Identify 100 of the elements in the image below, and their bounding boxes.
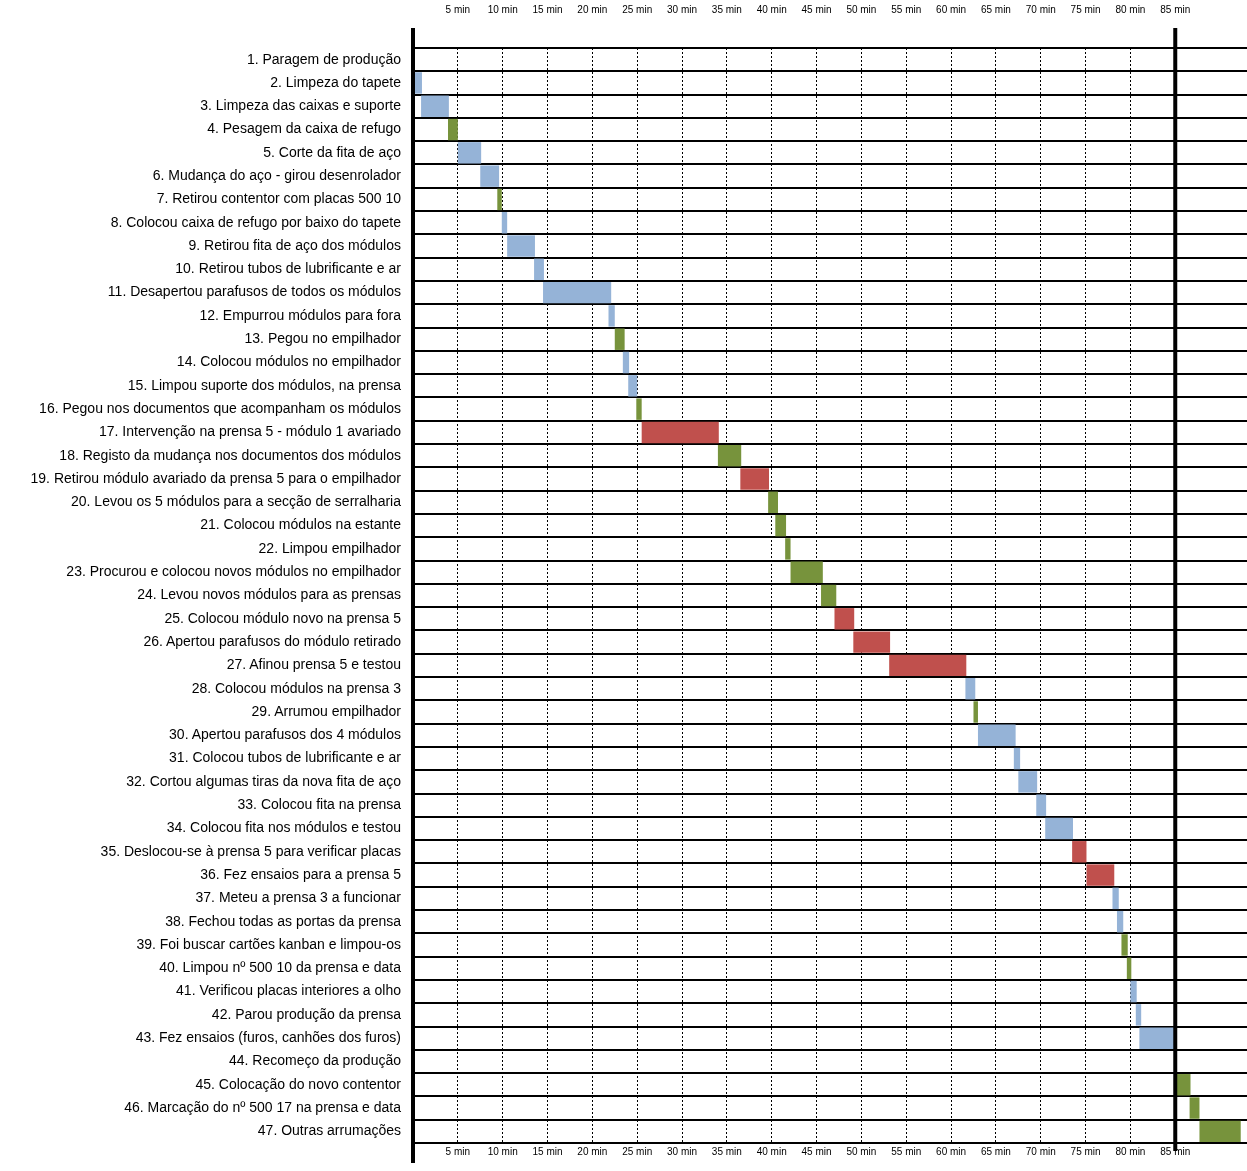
x-tick-label: 80 min	[1115, 1145, 1146, 1157]
y-tick-label: 37. Meteu a prensa 3 a funcionar	[195, 889, 402, 906]
y-tick-label: 38. Fechou todas as portas da prensa	[165, 912, 402, 929]
y-tick-label: 11. Desapertou parafusos de todos os módulos	[107, 283, 401, 300]
x2-tick-label: 70 min	[1025, 3, 1056, 15]
bar	[889, 654, 967, 677]
x-tick-label: 55 min	[891, 1145, 922, 1157]
y-tick-label: 32. Cortou algumas tiras da nova fita de aço	[126, 772, 402, 789]
x-tick-label: 30 min	[667, 1145, 698, 1157]
x2-tick-label: 5 min	[445, 3, 471, 15]
x-tick-label: 20 min	[577, 1145, 608, 1157]
x-tick-label: 15 min	[532, 1145, 563, 1157]
x2-tick-label: 25 min	[622, 3, 653, 15]
y-tick-label: 25. Colocou módulo novo na prensa 5	[164, 609, 402, 626]
bar	[608, 305, 615, 327]
bar	[534, 258, 544, 281]
x-tick-label: 25 min	[622, 1145, 653, 1157]
y-tick-label: 47. Outras arrumações	[257, 1122, 401, 1139]
y-tick-label: 12. Empurrou módulos para fora	[199, 306, 402, 323]
bar	[768, 491, 778, 514]
x2-tick-label: 20 min	[577, 3, 608, 15]
bar	[421, 95, 449, 117]
bar	[1072, 841, 1087, 863]
bar	[1045, 817, 1074, 840]
bar	[1112, 887, 1119, 910]
y-tick-label: 9. Retirou fita de aço dos módulos	[188, 236, 401, 253]
x-tick-label: 10 min	[487, 1145, 518, 1157]
y-tick-label: 8. Colocou caixa de refugo por baixo do tapete	[110, 213, 402, 230]
bar	[543, 281, 612, 304]
bar	[1199, 1120, 1241, 1143]
bar	[636, 398, 642, 420]
bar	[965, 677, 976, 700]
x2-tick-label: 45 min	[801, 3, 832, 15]
x2-tick-label: 75 min	[1070, 3, 1101, 15]
bar	[501, 212, 508, 234]
x-tick-label: 70 min	[1025, 1145, 1056, 1157]
y-tick-label: 16. Pegou nos documentos que acompanham os módulos	[39, 399, 401, 416]
y-tick-label: 18. Registo da mudança nos documentos dos módulos	[59, 446, 401, 463]
bar	[628, 375, 638, 397]
bar	[775, 514, 787, 537]
y-tick-label: 33. Colocou fita na prensa	[237, 796, 402, 813]
x2-tick-label: 40 min	[756, 3, 787, 15]
y-tick-label: 35. Deslocou-se à prensa 5 para verificar placas	[100, 842, 401, 859]
x2-tick-label: 50 min	[846, 3, 877, 15]
x2-tick-label: 15 min	[532, 3, 563, 15]
bar	[1013, 747, 1021, 770]
y-tick-label: 22. Limpou empilhador	[258, 539, 402, 556]
bar	[740, 468, 770, 490]
x2-tick-label: 10 min	[487, 3, 518, 15]
x-tick-label: 5 min	[445, 1145, 471, 1157]
x-tick-label: 60 min	[936, 1145, 967, 1157]
x2-tick-label: 85 min	[1160, 3, 1191, 15]
y-tick-label: 7. Retirou contentor com placas 500 10	[156, 190, 402, 207]
bar	[1116, 910, 1124, 933]
bar	[821, 584, 837, 607]
y-tick-label: 26. Apertou parafusos do módulo retirado	[143, 632, 402, 649]
bar	[1130, 980, 1137, 1003]
y-tick-label: 36. Fez ensaios para a prensa 5	[200, 865, 402, 882]
x-tick-label: 45 min	[801, 1145, 832, 1157]
y-tick-label: 13. Pegou no empilhador	[244, 330, 402, 347]
bar	[507, 235, 535, 257]
y-tick-label: 46. Marcação do nº 500 17 na prensa e data	[124, 1098, 402, 1115]
bar	[717, 445, 742, 467]
bar	[614, 328, 625, 350]
x2-tick-label: 80 min	[1115, 3, 1146, 15]
y-tick-label: 31. Colocou tubos de lubrificante e ar	[169, 749, 402, 766]
bar	[1189, 1097, 1200, 1119]
bar	[785, 538, 791, 560]
x-tick-label: 35 min	[711, 1145, 742, 1157]
x-tick-label: 50 min	[846, 1145, 877, 1157]
bar	[977, 724, 1016, 746]
y-tick-label: 19. Retirou módulo avariado da prensa 5 para o empilhador	[30, 469, 402, 486]
y-tick-label: 15. Limpou suporte dos módulos, na prensa	[127, 376, 402, 393]
y-tick-label: 34. Colocou fita nos módulos e testou	[166, 819, 401, 836]
y-tick-label: 30. Apertou parafusos dos 4 módulos	[169, 726, 401, 743]
x-tick-label: 40 min	[756, 1145, 787, 1157]
x2-tick-label: 35 min	[711, 3, 742, 15]
y-tick-label: 45. Colocação do novo contentor	[195, 1075, 402, 1092]
bar	[622, 351, 630, 374]
y-tick-label: 20. Levou os 5 módulos para a secção de serralharia	[71, 493, 402, 510]
y-tick-label: 29. Arrumou empilhador	[251, 702, 402, 719]
y-tick-label: 41. Verificou placas interiores a olho	[176, 982, 402, 999]
y-tick-label: 14. Colocou módulos no empilhador	[176, 353, 402, 370]
bar	[1176, 1074, 1191, 1096]
y-tick-label: 40. Limpou nº 500 10 da prensa e data	[159, 959, 402, 976]
x-tick-label: 75 min	[1070, 1145, 1101, 1157]
y-tick-label: 5. Corte da fita de aço	[263, 143, 402, 160]
y-tick-label: 1. Paragem de produção	[246, 50, 402, 67]
bar	[973, 701, 978, 723]
bar	[641, 421, 719, 444]
y-tick-label: 23. Procurou e colocou novos módulos no empilhador	[66, 563, 402, 580]
x-tick-label: 65 min	[980, 1145, 1011, 1157]
x2-tick-label: 65 min	[980, 3, 1011, 15]
y-tick-label: 27. Afinou prensa 5 e testou	[226, 656, 401, 673]
x2-tick-label: 30 min	[667, 3, 698, 15]
y-tick-label: 42. Parou produção da prensa	[211, 1005, 402, 1022]
y-tick-label: 10. Retirou tubos de lubrificante e ar	[175, 260, 402, 277]
bar	[1121, 934, 1128, 956]
y-tick-label: 21. Colocou módulos na estante	[200, 516, 402, 533]
y-tick-label: 24. Levou novos módulos para as prensas	[137, 586, 401, 603]
